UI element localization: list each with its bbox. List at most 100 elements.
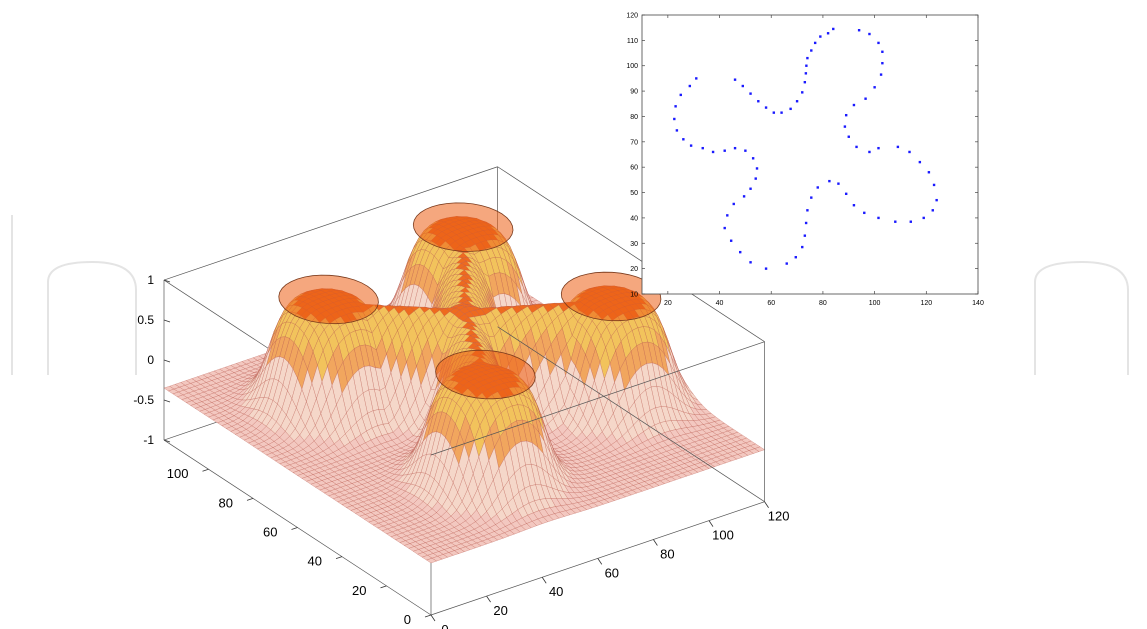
- scatter-point: [896, 145, 900, 149]
- scatter-y-tick-label: 50: [630, 190, 638, 197]
- scatter-point: [881, 50, 884, 53]
- scatter-point: [764, 267, 768, 270]
- scatter-y-tick-label: 120: [626, 13, 638, 20]
- surface-plateau-top: [560, 271, 662, 322]
- scatter-chart: 20 40 60 80 100 120 140 10 20 30 40 50 60 70 80 90 100 11…: [626, 13, 984, 308]
- scatter-point: [780, 111, 783, 114]
- surface-y-tick-mark: [424, 614, 432, 618]
- scatter-point: [922, 216, 925, 220]
- surface-plateau-top: [278, 274, 379, 325]
- surface-mesh-cell: [426, 558, 437, 564]
- scatter-point: [844, 113, 848, 117]
- background-watermark: [11, 215, 1129, 375]
- surface-box-edge-back: [163, 166, 498, 281]
- surface-z-tick-label: 0: [147, 353, 154, 367]
- surface-x-tick-mark: [541, 577, 547, 584]
- scatter-y-tick-label: 60: [630, 165, 638, 172]
- scatter-y-tick-label: 40: [630, 215, 638, 222]
- surface-x-tick-label: 40: [549, 584, 563, 599]
- scatter-point: [844, 192, 848, 196]
- surface-mesh: [163, 216, 765, 564]
- surface-z-tick-label: 0.5: [137, 313, 154, 327]
- surface-y-tick-label: 0: [404, 612, 411, 627]
- surface-z-tick-label: 1: [147, 273, 154, 287]
- surface-z-tick-mark: [163, 359, 171, 363]
- scatter-point: [843, 125, 847, 128]
- scatter-point: [749, 92, 752, 95]
- scatter-point: [742, 195, 746, 198]
- scatter-point: [877, 146, 880, 150]
- scatter-point: [674, 105, 677, 108]
- surface-x-tick-mark: [430, 614, 436, 622]
- surface-tick-labels: -1-0.500.51020406080100120020406080100: [133, 273, 789, 629]
- scatter-y-tick-label: 80: [630, 114, 638, 121]
- scatter-x-tick-label: 120: [920, 300, 932, 307]
- surface-x-tick-label: 60: [605, 565, 619, 580]
- scatter-point: [755, 167, 759, 170]
- surface-y-tick-label: 40: [308, 554, 322, 569]
- surface-x-tick-mark: [764, 501, 769, 508]
- surface-y-tick-label: 20: [352, 583, 366, 598]
- scatter-point: [873, 86, 876, 89]
- scatter-point: [868, 150, 871, 154]
- scatter-point: [739, 250, 742, 254]
- scatter-point: [837, 182, 840, 185]
- scatter-point: [733, 78, 737, 81]
- surface-z-tick-label: -0.5: [133, 393, 154, 407]
- surface-x-tick-mark: [708, 520, 714, 527]
- scatter-point: [726, 214, 729, 217]
- scatter-point: [744, 149, 747, 152]
- scatter-point: [801, 91, 804, 94]
- scatter-y-tick-label: 90: [630, 89, 638, 96]
- surface-plateau-top: [412, 202, 514, 252]
- scatter-y-tick-label: 100: [626, 63, 638, 70]
- surface-x-tick-label: 0: [441, 622, 448, 629]
- scatter-x-tick-label: 60: [767, 300, 775, 307]
- scatter-point: [908, 150, 911, 154]
- surface-y-tick-label: 80: [219, 495, 233, 510]
- scatter-point: [813, 41, 817, 45]
- scatter-point: [868, 32, 871, 36]
- surface-y-tick-mark: [291, 527, 298, 530]
- surface-z-tick-mark: [163, 279, 171, 283]
- scatter-point: [682, 138, 685, 141]
- scatter-point: [689, 144, 693, 147]
- scatter-point: [794, 256, 797, 259]
- scatter-point: [806, 56, 809, 60]
- scatter-point: [741, 84, 744, 88]
- surface-plateau-top: [435, 349, 536, 400]
- surface-y-tick-mark: [380, 585, 387, 589]
- surface-y-tick-mark: [246, 497, 254, 501]
- scatter-point: [932, 183, 936, 187]
- scatter-point: [864, 97, 867, 100]
- scatter-point: [852, 103, 856, 107]
- scatter-y-tick-label: 10: [630, 292, 638, 299]
- scatter-point: [675, 129, 679, 132]
- scatter-x-tick-label: 100: [869, 300, 881, 307]
- surface-x-tick-label: 100: [712, 528, 734, 543]
- scatter-point: [795, 100, 799, 103]
- surface-z-tick-label: -1: [143, 433, 154, 447]
- scatter-point: [804, 221, 808, 225]
- scatter-point: [803, 234, 807, 237]
- scatter-point: [877, 41, 880, 45]
- surface-z-tick-mark: [163, 399, 171, 403]
- scatter-point: [879, 73, 883, 76]
- surface-plateaus: [278, 202, 662, 400]
- scatter-point: [931, 209, 934, 212]
- scatter-y-tick-label: 110: [627, 38, 638, 45]
- scatter-point: [749, 261, 752, 264]
- scatter-point: [729, 239, 733, 242]
- surface-x-tick-label: 120: [768, 509, 790, 524]
- scatter-point: [894, 220, 897, 223]
- surface-chart: -1-0.500.51020406080100120020406080100: [133, 166, 789, 629]
- scatter-point: [695, 77, 698, 80]
- surface-box-edge-front: [497, 326, 765, 503]
- scatter-point: [863, 211, 866, 215]
- scatter-point: [733, 146, 737, 150]
- scatter-point: [701, 146, 704, 150]
- surface-y-tick-mark: [335, 556, 343, 560]
- scatter-points: [673, 27, 938, 270]
- scatter-point: [789, 107, 792, 111]
- surface-x-tick-mark: [653, 539, 658, 546]
